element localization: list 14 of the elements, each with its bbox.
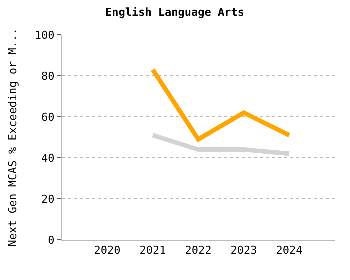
y-tick-label: 40 [42,152,55,165]
y-tick-label: 80 [42,70,55,83]
x-tick-label: 2024 [276,244,304,258]
line-series [150,68,292,142]
y-tick-label: 60 [42,110,55,124]
y-tick-label: 100 [34,28,55,42]
x-tick-label: 2021 [140,244,166,258]
y-tick-label: 0 [48,234,55,247]
x-tick-label: 2023 [230,244,258,258]
x-tick-label: 2022 [185,244,212,258]
y-tick-label: 20 [42,192,55,206]
y-axis-title: Next Gen MCAS % Exceeding or M... [6,28,20,247]
x-tick-label: 2020 [94,244,121,258]
chart-title: English Language Arts [105,6,245,20]
